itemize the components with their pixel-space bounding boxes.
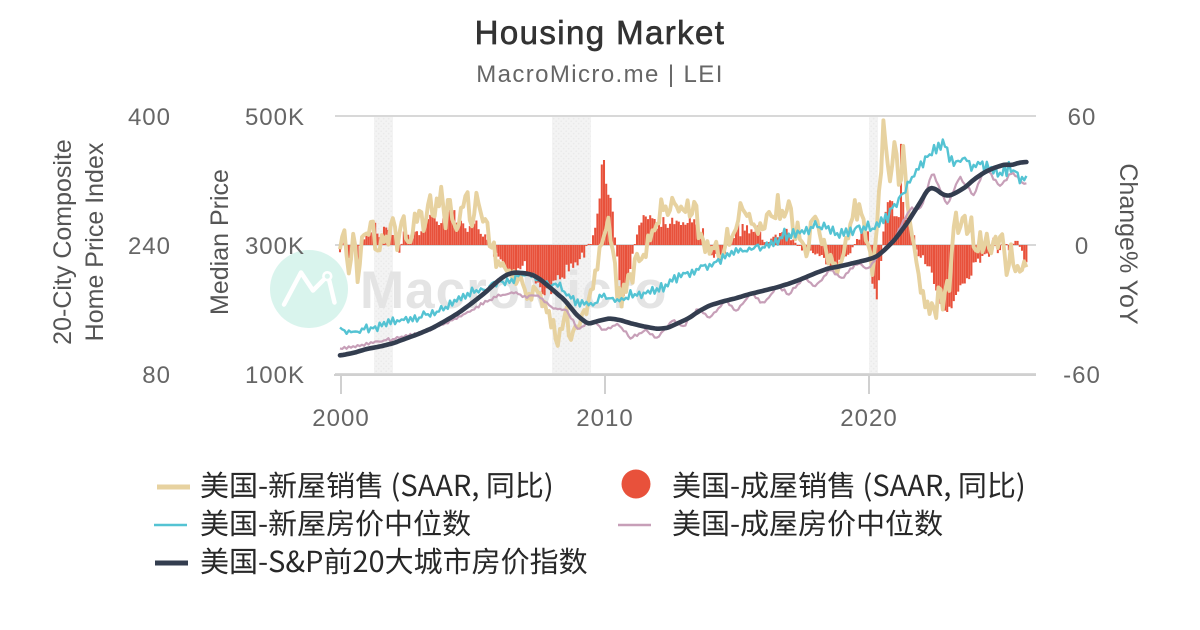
svg-text:100K: 100K — [245, 362, 305, 389]
svg-text:500K: 500K — [245, 104, 305, 131]
svg-text:Housing Market: Housing Market — [475, 14, 726, 51]
svg-text:60: 60 — [1068, 104, 1097, 131]
svg-text:300K: 300K — [245, 233, 305, 260]
svg-text:2020: 2020 — [840, 405, 897, 432]
svg-text:240: 240 — [128, 233, 171, 260]
svg-text:2010: 2010 — [576, 405, 633, 432]
svg-text:Change% YoY: Change% YoY — [1114, 163, 1142, 325]
svg-text:MacroMicro.me | LEI: MacroMicro.me | LEI — [476, 61, 724, 88]
svg-text:400: 400 — [128, 104, 171, 131]
svg-text:-60: -60 — [1063, 362, 1101, 389]
svg-text:Median Price: Median Price — [206, 169, 234, 315]
svg-text:80: 80 — [142, 362, 171, 389]
svg-text:0: 0 — [1075, 233, 1089, 260]
svg-text:2000: 2000 — [312, 405, 369, 432]
